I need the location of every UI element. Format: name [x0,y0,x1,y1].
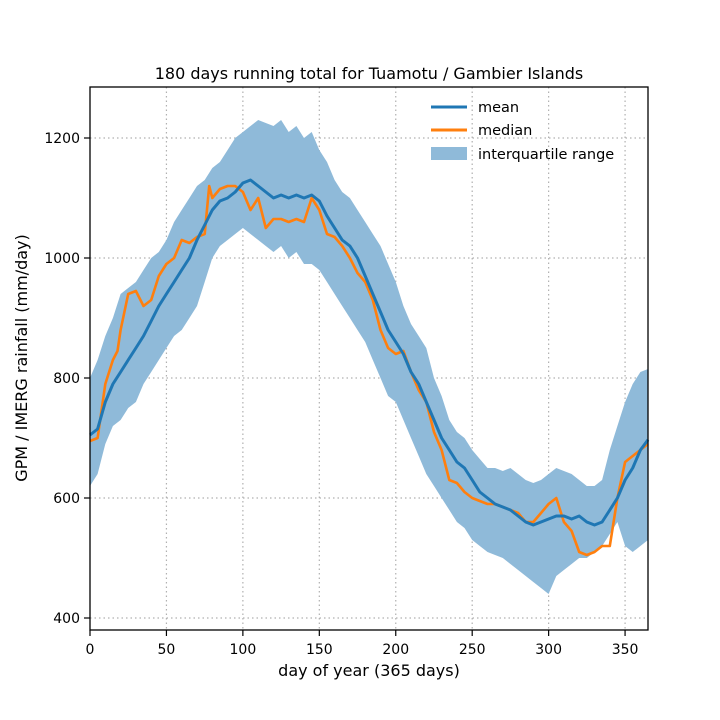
x-tick-label: 100 [230,642,257,658]
x-tick-label: 350 [612,642,639,658]
legend-mean-label: mean [478,100,519,116]
x-axis: 0 50 100 150 200 250 300 350 [86,630,639,658]
mean-line [89,178,650,527]
y-tick-label: 800 [53,371,80,387]
y-tick-label: 600 [53,491,80,507]
y-tick-label: 400 [53,611,80,627]
x-tick-label: 150 [306,642,333,658]
x-tick-label: 0 [86,642,95,658]
interquartile-range-band [90,120,648,594]
y-tick-label: 1200 [44,131,80,147]
plot-area [89,120,650,594]
median-line [89,184,649,557]
legend-iqr-swatch [431,147,467,160]
x-tick-label: 50 [158,642,176,658]
legend: mean median interquartile range [431,100,614,163]
x-tick-label: 250 [459,642,486,658]
y-axis-label: GPM / IMERG rainfall (mm/day) [12,234,31,482]
y-axis: 400 600 800 1000 1200 [44,131,90,627]
x-tick-label: 300 [535,642,562,658]
chart-title: 180 days running total for Tuamotu / Gam… [155,64,584,83]
plot-frame [89,86,649,631]
legend-median-label: median [478,123,532,139]
y-tick-label: 1000 [44,251,80,267]
x-axis-label: day of year (365 days) [278,661,460,680]
x-tick-label: 200 [382,642,409,658]
legend-iqr-label: interquartile range [478,147,614,163]
